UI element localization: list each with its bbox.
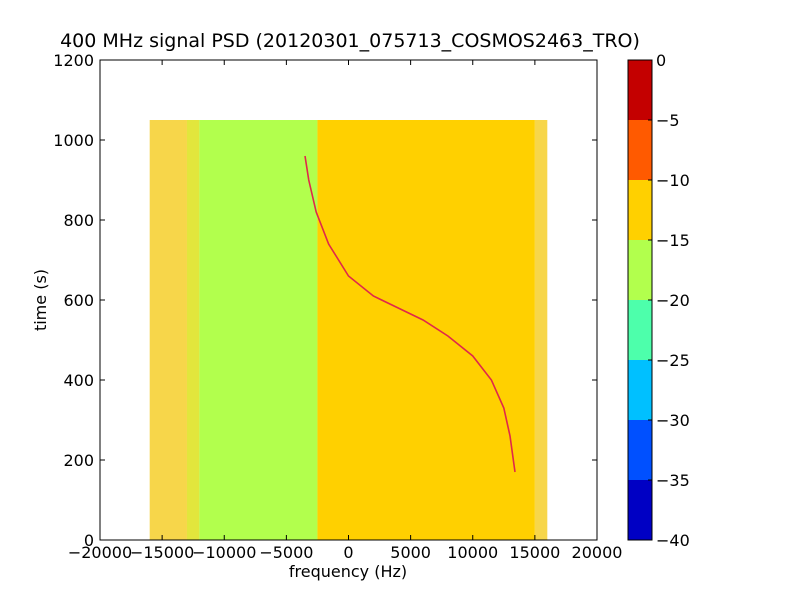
x-tick-label: 10000 xyxy=(447,543,498,562)
chart-title: 400 MHz signal PSD (20120301_075713_COSM… xyxy=(60,30,640,52)
y-tick-label: 1200 xyxy=(53,51,94,70)
colorbar-tick-label: 0 xyxy=(656,51,666,70)
colorbar-tick-label: −25 xyxy=(656,351,690,370)
colorbar-bin-7 xyxy=(628,60,652,120)
colorbar: 0 −5 −10 −15 −20 −25 −30 −35 −40 xyxy=(627,51,690,550)
colorbar-tick-label: −15 xyxy=(656,231,690,250)
colorbar-bin-3 xyxy=(628,300,652,360)
heatmap-region-0 xyxy=(149,120,187,540)
y-axis-label: time (s) xyxy=(31,269,50,331)
y-tick-label: 600 xyxy=(63,291,94,310)
y-tick-label: 1000 xyxy=(53,131,94,150)
y-tick-label: 800 xyxy=(63,211,94,230)
signal-trace-layer xyxy=(304,155,516,473)
colorbar-bin-5 xyxy=(628,180,652,240)
x-tick-label: 0 xyxy=(343,543,353,562)
colorbar-bin-0 xyxy=(628,480,652,540)
y-tick-label: 400 xyxy=(63,371,94,390)
x-axis-label: frequency (Hz) xyxy=(289,562,407,581)
y-axis-ticks: 0 200 400 600 800 1000 1200 xyxy=(53,51,597,550)
colorbar-tick-label: −35 xyxy=(656,471,690,490)
colorbar-tick-label: −40 xyxy=(656,531,690,550)
x-tick-label: −5000 xyxy=(259,543,313,562)
colorbar-tick-label: −20 xyxy=(656,291,690,310)
heatmap-region-3 xyxy=(317,120,535,540)
x-tick-label: −15000 xyxy=(130,543,194,562)
heatmap-region-2 xyxy=(199,120,318,540)
x-tick-label: 20000 xyxy=(572,543,623,562)
y-tick-label: 0 xyxy=(84,531,94,550)
colorbar-bin-1 xyxy=(628,420,652,480)
colorbar-bin-6 xyxy=(628,120,652,180)
colorbar-tick-label: −5 xyxy=(656,111,680,130)
plot-area xyxy=(149,120,548,540)
x-tick-label: 5000 xyxy=(390,543,431,562)
x-axis-ticks: −20000−15000−10000 −5000 0 5000 10000 15000 20… xyxy=(68,60,623,562)
heatmap-region-1 xyxy=(186,120,200,540)
colorbar-bin-2 xyxy=(628,360,652,420)
y-tick-label: 200 xyxy=(63,451,94,470)
colorbar-bin-4 xyxy=(628,240,652,300)
signal-trace xyxy=(304,155,516,473)
heatmap-region-4 xyxy=(534,120,548,540)
colorbar-tick-label: −30 xyxy=(656,411,690,430)
x-tick-label: 15000 xyxy=(509,543,560,562)
x-tick-label: −20000 xyxy=(68,543,132,562)
x-tick-label: −10000 xyxy=(192,543,256,562)
colorbar-tick-label: −10 xyxy=(656,171,690,190)
